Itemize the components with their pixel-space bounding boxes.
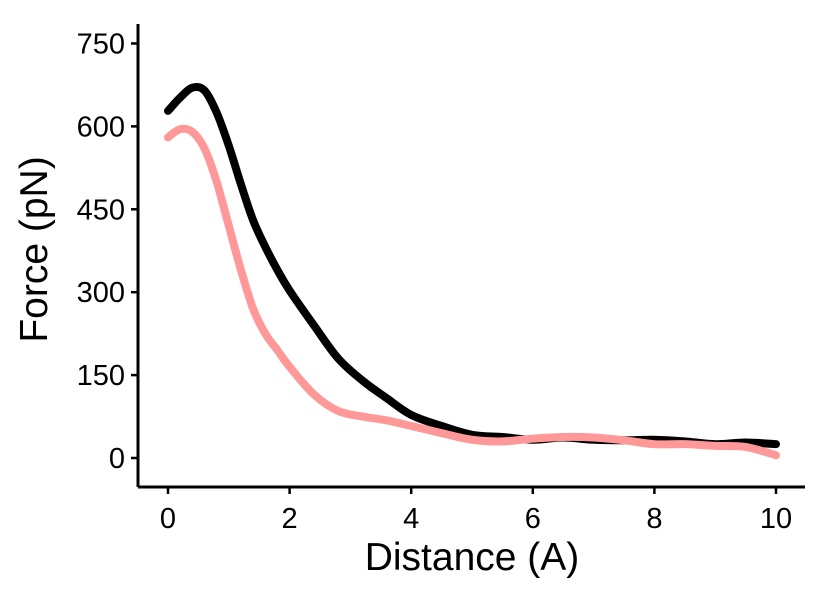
axes-group (136, 24, 805, 489)
y-tick-label: 600 (77, 111, 125, 143)
x-tick-label: 4 (403, 503, 419, 535)
x-tick-label: 2 (282, 503, 298, 535)
x-tick-label: 6 (525, 503, 541, 535)
series-group (164, 82, 780, 460)
y-tick-label: 0 (109, 443, 125, 475)
x-axis-title: Distance (A) (365, 536, 580, 579)
x-axis-ticks: 0 2 4 6 8 10 (160, 487, 792, 535)
y-tick-label: 150 (77, 360, 125, 392)
y-tick-label: 300 (77, 277, 125, 309)
series-line-2 (164, 124, 780, 460)
x-tick-label: 0 (160, 503, 176, 535)
y-axis-ticks: 0 150 300 450 600 750 (77, 28, 138, 475)
y-tick-label: 750 (77, 28, 125, 60)
y-axis-title: Force (pN) (13, 156, 56, 342)
x-tick-label: 10 (760, 503, 792, 535)
series-line-1 (164, 82, 780, 449)
x-tick-label: 8 (646, 503, 662, 535)
y-tick-label: 450 (77, 194, 125, 226)
